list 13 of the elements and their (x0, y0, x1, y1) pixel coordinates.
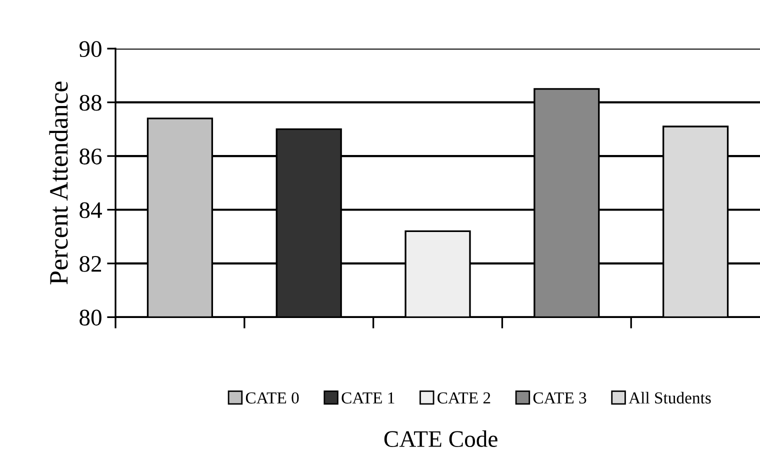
legend-label: CATE 2 (438, 392, 490, 404)
x-axis-title: CATE Code (384, 430, 498, 448)
y-tick-label: 86 (80, 148, 102, 164)
legend-label: CATE 3 (533, 392, 586, 404)
y-tick-label: 82 (80, 256, 102, 272)
legend-label: All Students (628, 392, 711, 404)
y-tick-label: 84 (80, 202, 102, 218)
legend-label: CATE 0 (246, 392, 299, 404)
y-axis-title: Percent Attendance (49, 82, 68, 284)
y-tick-label: 80 (80, 310, 102, 326)
y-tick-label: 88 (80, 94, 102, 111)
y-tick-label: 90 (79, 41, 102, 58)
legend-label: CATE 1 (342, 392, 394, 404)
